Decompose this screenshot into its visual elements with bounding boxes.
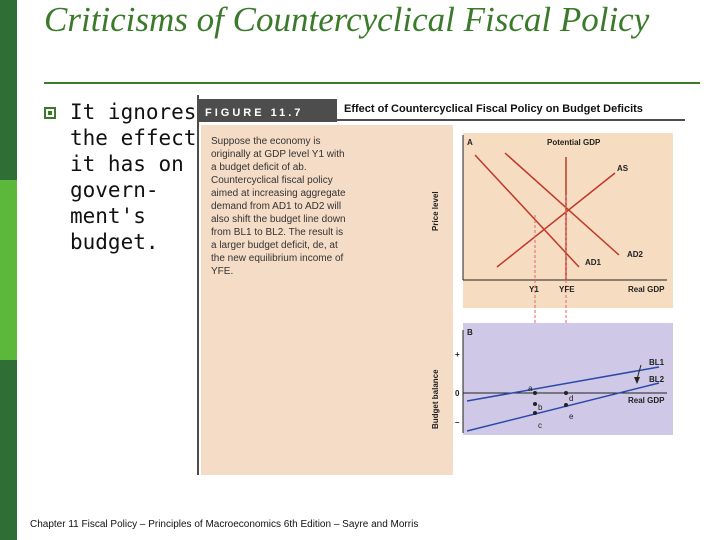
point-c-label: c	[538, 421, 542, 430]
yfe-label: YFE	[559, 285, 575, 294]
title-underline	[44, 82, 700, 84]
left-accent-band-top	[0, 0, 17, 180]
panel-b-minus-tick: –	[455, 418, 460, 427]
panel-a-y-label: Price level	[431, 191, 440, 231]
figure-header-rule	[337, 119, 685, 121]
shift-arrow-head-icon	[634, 377, 640, 384]
panel-a-x-label: Real GDP	[628, 285, 665, 294]
figure-caption-panel	[201, 125, 453, 475]
figure-left-rule	[197, 95, 199, 475]
slide-title: Criticisms of Countercyclical Fiscal Pol…	[44, 0, 650, 39]
bl2-line	[466, 382, 660, 432]
point-e-label: e	[569, 412, 574, 421]
shift-arrow	[636, 364, 642, 380]
ad2-label: AD2	[627, 250, 644, 259]
ad1-curve	[474, 154, 580, 268]
point-d-label: d	[569, 394, 573, 403]
as-curve	[496, 172, 616, 268]
figure-caption: Suppose the economy is originally at GDP…	[211, 136, 346, 277]
point-d	[564, 391, 568, 395]
panel-b-y-label: Budget balance	[431, 369, 440, 429]
point-b-label: b	[538, 403, 543, 412]
figure-label-bar: FIGURE 11.7	[197, 99, 337, 122]
bl1-label: BL1	[649, 358, 665, 367]
panel-b-x-label: Real GDP	[628, 396, 665, 405]
point-b	[533, 402, 537, 406]
bl2-label: BL2	[649, 375, 665, 384]
figure-title: Effect of Countercyclical Fiscal Policy …	[344, 103, 643, 115]
panel-b-letter: B	[467, 328, 473, 337]
panel-b-zero-tick: 0	[455, 389, 460, 398]
ad2-curve	[504, 152, 620, 256]
panel-b-background	[463, 323, 673, 435]
potential-gdp-label: Potential GDP	[547, 138, 601, 147]
point-c	[533, 411, 537, 415]
as-label: AS	[617, 164, 629, 173]
figure-label: FIGURE 11.7	[205, 107, 304, 119]
point-a-label: a	[528, 384, 533, 393]
point-a	[533, 391, 537, 395]
left-accent-band-bottom	[0, 360, 17, 540]
panel-b-plus-tick: +	[455, 350, 460, 359]
panel-a-letter: A	[467, 138, 473, 147]
panel-a-background	[463, 133, 673, 308]
y1-label: Y1	[529, 285, 539, 294]
left-accent-band-middle	[0, 180, 17, 360]
ad1-label: AD1	[585, 258, 602, 267]
budget-diagram: A Potential GDP AS AD1 AD2 Y1 YFE Real G…	[431, 133, 673, 435]
slide-footer: Chapter 11 Fiscal Policy – Principles of…	[30, 519, 419, 530]
bl1-line	[466, 366, 660, 402]
bullet-text: It ignores the effect it has on govern- …	[70, 100, 197, 254]
bullet-marker-icon	[44, 107, 56, 119]
figure-11-7: FIGURE 11.7 Effect of Countercyclical Fi…	[197, 95, 685, 475]
point-e	[564, 403, 568, 407]
